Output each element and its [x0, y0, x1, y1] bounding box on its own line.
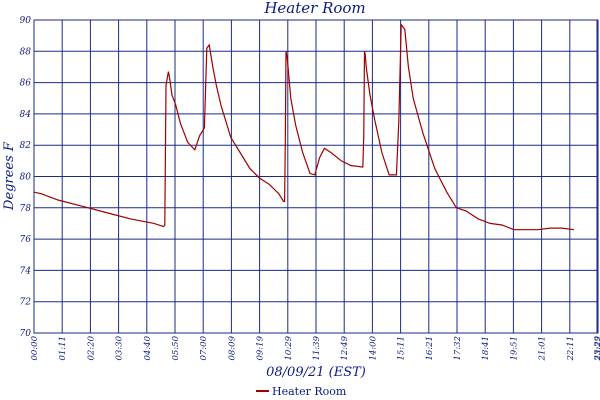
x-tick-label: 19:51	[509, 336, 519, 361]
y-tick-label: 76	[20, 235, 32, 245]
x-tick-label: 11:39	[312, 335, 322, 360]
y-tick-label: 74	[20, 266, 32, 276]
x-tick-label: 21:01	[538, 336, 548, 362]
x-tick-label: 08:09	[227, 335, 237, 360]
legend: Heater Room	[256, 385, 347, 398]
y-tick-label: 90	[20, 16, 32, 26]
x-tick-label: 17:32	[453, 336, 463, 361]
chart-title: Heater Room	[263, 0, 365, 17]
x-tick-label: 09:19	[256, 335, 266, 360]
series-line-heater-room	[33, 22, 575, 231]
x-tick-label: 12:49	[340, 335, 350, 360]
x-tick-label: 23:29	[593, 335, 600, 361]
x-tick-label: 05:50	[171, 335, 181, 360]
x-tick-label: 04:40	[143, 335, 153, 360]
plot-frame	[33, 19, 599, 334]
y-tick-label: 72	[20, 298, 32, 308]
y-tick-label: 82	[20, 141, 32, 151]
x-tick-label: 23:22	[594, 336, 600, 362]
legend-label: Heater Room	[272, 385, 347, 398]
y-tick-label: 86	[20, 79, 32, 89]
x-tick-labels: 00:00 01:11 02:20 03:30 04:40 05:50 07:00 08:09…	[30, 335, 600, 361]
x-tick-label: 18:41	[481, 336, 491, 361]
x-tick-label: 14:00	[368, 335, 378, 360]
x-tick-label: 07:00	[199, 335, 209, 360]
y-tick-label: 80	[20, 173, 32, 183]
x-tick-label: 10:29	[284, 335, 294, 360]
x-tick-label: 15:11	[397, 336, 407, 361]
x-tick-label: 03:30	[115, 335, 125, 360]
y-tick-label: 88	[20, 47, 32, 57]
grid-lines	[33, 19, 599, 334]
x-tick-label: 00:00	[30, 335, 40, 360]
x-tick-label: 16:21	[425, 336, 435, 361]
x-axis-label: 08/09/21 (EST)	[266, 365, 366, 380]
y-tick-label: 70	[20, 329, 32, 339]
y-tick-labels: 70 72 74 76 78 80 82 84 86 88 90	[20, 16, 32, 339]
y-tick-label: 78	[20, 204, 32, 214]
y-axis-label: Degrees F	[2, 141, 17, 211]
x-tick-label: 02:20	[86, 335, 96, 360]
x-tick-label: 01:11	[58, 336, 68, 361]
y-tick-label: 84	[20, 110, 32, 120]
x-tick-label: 22:11	[566, 336, 576, 362]
